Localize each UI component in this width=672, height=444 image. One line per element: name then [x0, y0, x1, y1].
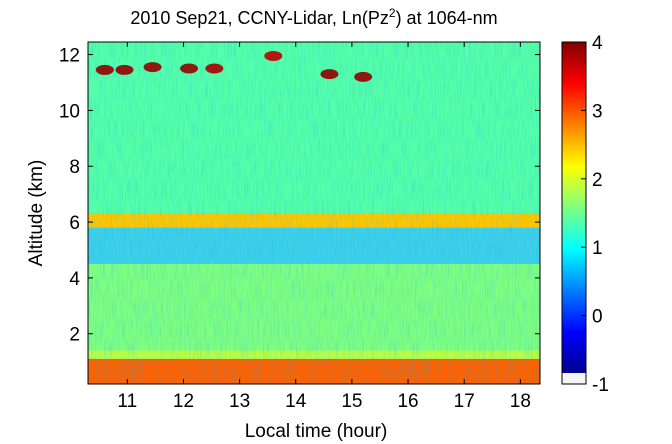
cirrus-cloud [143, 62, 162, 73]
colorbar-tick-label: 1 [592, 238, 603, 259]
x-axis-ticks: 11 12 13 14 15 16 17 18 [117, 42, 531, 412]
y-axis-label: Altitude (km) [26, 160, 47, 267]
x-axis-label: Local time (hour) [245, 421, 388, 442]
y-tick-label: 2 [69, 325, 80, 346]
colorbar-tick-label: 2 [592, 170, 603, 191]
y-tick-label: 4 [69, 269, 80, 290]
plot-frame [87, 41, 541, 385]
x-tick-label: 12 [173, 391, 194, 412]
plot-area [88, 42, 540, 384]
colorbar: -1 0 1 2 3 4 [561, 33, 609, 396]
cirrus-cloud [180, 63, 199, 74]
x-tick-label: 14 [285, 391, 307, 412]
colorbar-tick-label: 0 [592, 307, 603, 328]
cirrus-cloud [95, 64, 114, 75]
colorbar-tick-label: 4 [592, 33, 603, 54]
noise-overlay [88, 42, 540, 384]
y-tick-label: 10 [59, 101, 80, 122]
x-tick-label: 16 [397, 391, 418, 412]
colorbar-frame [561, 41, 587, 385]
cirrus-cloud [205, 63, 224, 74]
cirrus-cloud [320, 69, 339, 80]
y-tick-label: 6 [69, 213, 80, 234]
colorbar-tick-label: -1 [592, 375, 609, 396]
y-tick-label: 8 [69, 157, 80, 178]
cirrus-clouds [95, 50, 373, 82]
x-tick-label: 13 [229, 391, 250, 412]
colorbar-ticks: -1 0 1 2 3 4 [581, 33, 609, 396]
cirrus-cloud [264, 50, 283, 61]
colorbar-gradient [562, 42, 586, 373]
y-tick-label: 12 [59, 46, 80, 67]
y-axis-ticks: 2 4 6 8 10 12 [59, 46, 540, 346]
cirrus-cloud [115, 64, 134, 75]
x-tick-label: 15 [341, 391, 362, 412]
x-tick-label: 11 [117, 391, 137, 412]
chart-title: 2010 Sep21, CCNY-Lidar, Ln(Pz2) at 1064-… [130, 6, 497, 28]
colorbar-under-swatch [562, 373, 586, 384]
x-tick-label: 17 [454, 391, 475, 412]
cirrus-cloud [354, 71, 373, 82]
x-tick-label: 18 [510, 391, 531, 412]
colorbar-tick-label: 3 [592, 101, 603, 122]
